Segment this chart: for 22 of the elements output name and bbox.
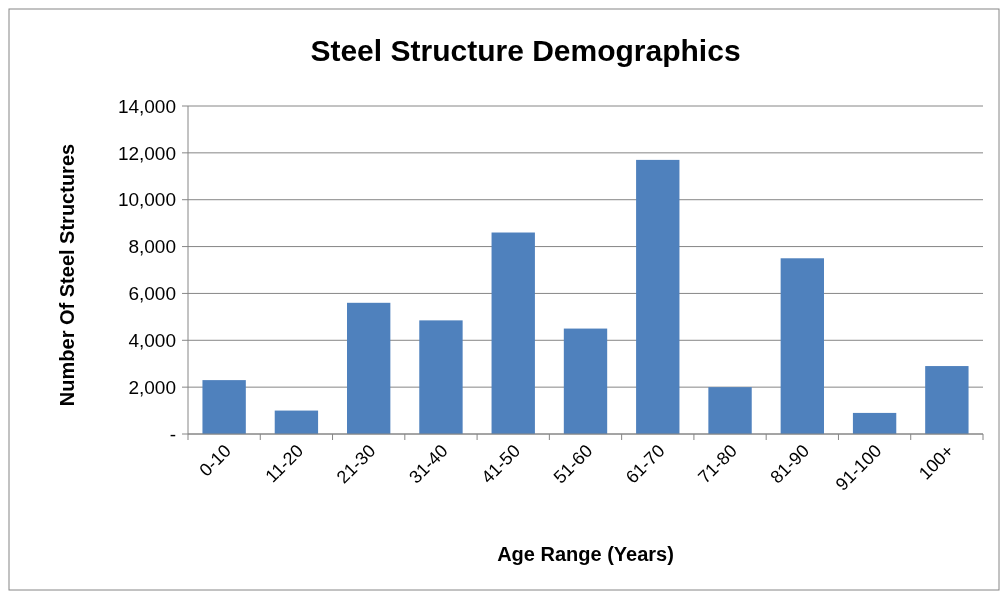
bar bbox=[347, 302, 391, 434]
bar bbox=[708, 387, 752, 434]
y-axis-title: Number Of Steel Structures bbox=[56, 143, 78, 407]
bar bbox=[925, 366, 969, 434]
bar bbox=[636, 159, 680, 434]
y-tick-label: 8,000 bbox=[128, 236, 176, 258]
y-tick-label: 10,000 bbox=[117, 189, 176, 211]
bar bbox=[419, 320, 463, 434]
bar bbox=[563, 328, 608, 434]
x-axis-title: Age Range (Years) bbox=[497, 543, 674, 565]
bar bbox=[274, 410, 319, 434]
bar bbox=[202, 380, 246, 434]
y-tick-label: - bbox=[169, 423, 176, 445]
y-tick-label: 6,000 bbox=[128, 283, 176, 305]
bar bbox=[852, 412, 897, 434]
bar bbox=[491, 232, 535, 434]
y-tick-label: 12,000 bbox=[117, 142, 176, 164]
y-tick-label: 2,000 bbox=[128, 376, 176, 398]
bar bbox=[780, 258, 824, 434]
y-tick-label: 4,000 bbox=[128, 329, 176, 351]
chart-title: Steel Structure Demographics bbox=[310, 34, 741, 67]
y-tick-label: 14,000 bbox=[117, 95, 176, 117]
